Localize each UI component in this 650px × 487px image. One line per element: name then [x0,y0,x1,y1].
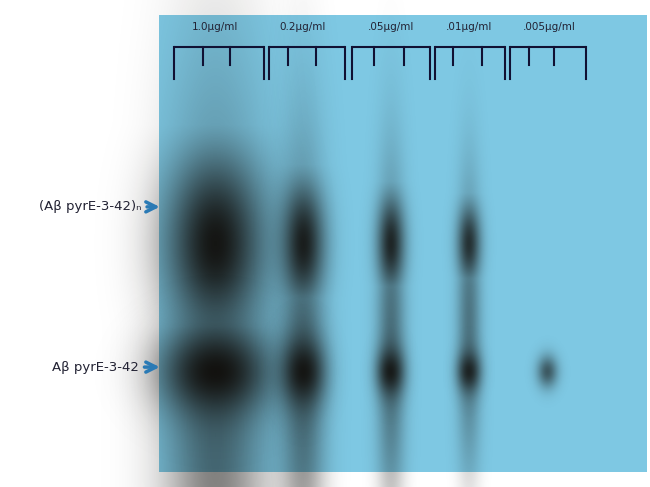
Text: 1.0μg/ml: 1.0μg/ml [192,22,239,32]
Text: Aβ pyrE-3-42: Aβ pyrE-3-42 [52,360,156,374]
Bar [159,15,647,472]
Text: .05μg/ml: .05μg/ml [368,22,414,32]
Text: (Aβ pyrE-3-42)ₙ: (Aβ pyrE-3-42)ₙ [39,200,156,213]
Text: 0.2μg/ml: 0.2μg/ml [280,22,326,32]
Text: .01μg/ml: .01μg/ml [446,22,492,32]
Text: .005μg/ml: .005μg/ml [523,22,576,32]
